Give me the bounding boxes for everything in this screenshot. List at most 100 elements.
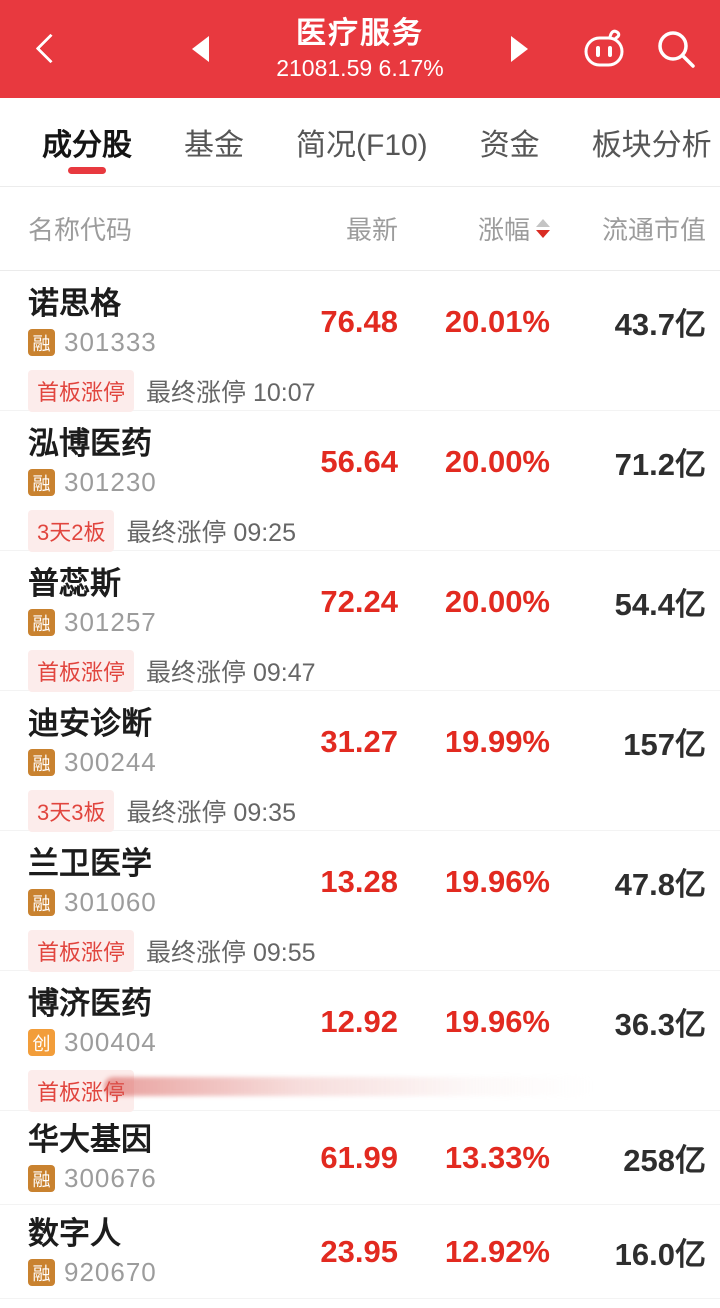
latest-price: 23.95 [320,1233,398,1269]
stock-list: 诺思格 融 301333 76.48 20.01% 43.7亿 首板涨停 最终涨… [0,271,720,1299]
latest-price: 61.99 [320,1139,398,1175]
stock-row[interactable]: 泓博医药 融 301230 56.64 20.00% 71.2亿 3天2板 最终… [0,411,720,552]
stock-name-block: 迪安诊断 融 300244 [28,705,268,778]
assistant-robot-icon[interactable] [578,23,630,75]
stock-code: 300676 [64,1163,157,1193]
float-market-cap: 16.0亿 [614,1237,706,1272]
limit-up-tag: 3天3板 [28,790,115,832]
stock-name: 泓博医药 [28,426,152,461]
stock-name-block: 博济医药 创 300404 [28,985,268,1058]
margin-board-badge: 融 [28,1165,55,1192]
column-header-name-code: 名称代码 [28,215,133,245]
float-market-cap: 47.8亿 [614,867,706,902]
stock-code: 301060 [64,887,157,917]
limit-up-tag-line: 首板涨停 [28,1070,706,1112]
change-percent: 12.92% [444,1233,550,1269]
margin-board-badge: 融 [28,889,55,916]
float-market-cap: 54.4亿 [614,587,706,622]
sort-arrows-icon [536,219,550,238]
limit-up-tag: 首板涨停 [28,930,135,972]
tab-label: 基金 [184,129,244,162]
limit-note: 最终涨停 09:47 [146,659,316,687]
limit-up-tag-line: 3天2板 最终涨停 09:25 [28,510,706,552]
latest-price: 31.27 [320,723,398,759]
tab[interactable]: 基金 [184,98,244,186]
tab[interactable]: 成分股 [42,98,132,186]
back-icon[interactable] [26,26,72,72]
prev-sector-icon[interactable] [192,36,209,62]
margin-board-badge: 融 [28,749,55,776]
sort-desc-icon-active [536,230,550,238]
tab[interactable]: 资金 [479,98,540,186]
stock-name: 华大基因 [28,1122,152,1157]
stock-row[interactable]: 兰卫医学 融 301060 13.28 19.96% 47.8亿 首板涨停 最终… [0,831,720,972]
limit-note: 最终涨停 09:55 [146,939,316,967]
sort-asc-icon [536,219,550,227]
stock-name: 数字人 [28,1216,121,1251]
limit-note: 最终涨停 09:25 [126,519,296,547]
column-header-float-market-cap[interactable]: 流通市值 [601,215,706,245]
float-market-cap: 43.7亿 [614,307,706,342]
limit-note: 最终涨停 09:35 [126,799,296,827]
next-sector-icon[interactable] [511,36,528,62]
stock-name-block: 华大基因 融 300676 [28,1121,268,1194]
stock-row[interactable]: 数字人 融 920670 23.95 12.92% 16.0亿 [0,1205,720,1299]
stock-code: 300244 [64,747,157,777]
tab-label: 板块分析 [591,129,712,162]
column-header-change-sort[interactable]: 涨幅 [398,210,550,247]
stock-code: 301257 [64,607,157,637]
tab[interactable]: 板块分析 [591,98,712,186]
float-market-cap: 258亿 [623,1143,706,1178]
active-tab-underline [68,166,106,174]
change-percent: 20.00% [444,583,550,619]
stock-row[interactable]: 迪安诊断 融 300244 31.27 19.99% 157亿 3天3板 最终涨… [0,691,720,832]
stock-name: 诺思格 [28,286,121,321]
tab[interactable]: 简况(F10) [296,98,428,186]
limit-up-tag-line: 3天3板 最终涨停 09:35 [28,790,706,832]
stock-code: 300404 [64,1027,157,1057]
stock-code: 301230 [64,467,157,497]
latest-price: 56.64 [320,443,398,479]
stock-name-block: 普蕊斯 融 301257 [28,565,268,638]
change-percent: 19.96% [444,863,550,899]
column-header-latest-price[interactable]: 最新 [345,215,398,245]
float-market-cap: 36.3亿 [614,1007,706,1042]
float-market-cap: 157亿 [623,727,706,762]
limit-up-tag-line: 首板涨停 最终涨停 09:55 [28,930,706,972]
app-header: 医疗服务 21081.59 6.17% [0,0,720,98]
table-header: 名称代码 最新 涨幅 流通市值 [0,187,720,271]
margin-board-badge: 融 [28,1259,55,1286]
latest-price: 12.92 [320,1003,398,1039]
limit-up-tag: 3天2板 [28,510,115,552]
limit-up-tag-line: 首板涨停 最终涨停 09:47 [28,650,706,692]
motion-blur-smear [104,1077,594,1096]
float-market-cap: 71.2亿 [614,447,706,482]
margin-board-badge: 融 [28,469,55,496]
limit-up-tag-line: 首板涨停 最终涨停 10:07 [28,370,706,412]
limit-up-tag: 首板涨停 [28,650,135,692]
margin-board-badge: 创 [28,1029,55,1056]
stock-name: 兰卫医学 [28,846,152,881]
stock-code: 301333 [64,327,157,357]
latest-price: 13.28 [320,863,398,899]
search-icon[interactable] [650,23,702,75]
margin-board-badge: 融 [28,329,55,356]
stock-name: 普蕊斯 [28,566,121,601]
limit-up-tag: 首板涨停 [28,370,135,412]
stock-row[interactable]: 博济医药 创 300404 12.92 19.96% 36.3亿 首板涨停 [0,971,720,1112]
sector-index-value: 21081.59 6.17% [276,55,444,81]
stock-row[interactable]: 普蕊斯 融 301257 72.24 20.00% 54.4亿 首板涨停 最终涨… [0,551,720,692]
stock-name-block: 数字人 融 920670 [28,1215,268,1288]
limit-note: 最终涨停 10:07 [146,379,316,407]
stock-row[interactable]: 华大基因 融 300676 61.99 13.33% 258亿 [0,1111,720,1205]
page-title: 医疗服务 [296,17,424,50]
change-percent: 20.00% [444,443,550,479]
column-header-change-label: 涨幅 [477,215,530,245]
latest-price: 76.48 [320,303,398,339]
stock-row[interactable]: 诺思格 融 301333 76.48 20.01% 43.7亿 首板涨停 最终涨… [0,271,720,412]
tab-label: 资金 [479,129,540,162]
tab-label: 简况(F10) [296,129,428,162]
stock-name: 博济医药 [28,986,152,1021]
sector-title-block: 医疗服务 21081.59 6.17% [255,16,465,82]
latest-price: 72.24 [320,583,398,619]
